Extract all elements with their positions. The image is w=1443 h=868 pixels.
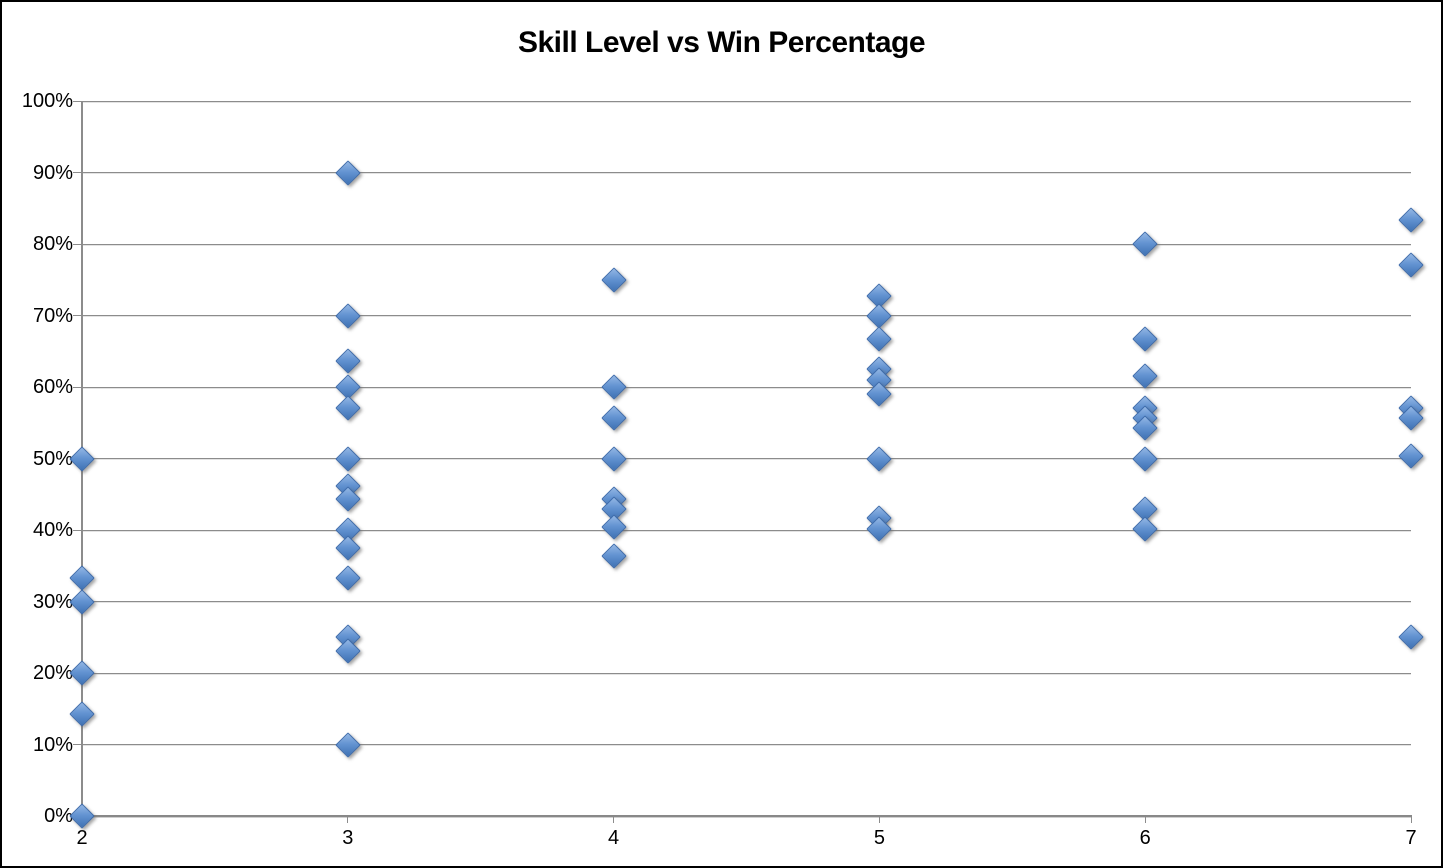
diamond-marker bbox=[1398, 252, 1424, 279]
x-axis-tick bbox=[613, 817, 615, 823]
chart-title: Skill Level vs Win Percentage bbox=[517, 26, 926, 59]
diamond-marker bbox=[600, 514, 627, 540]
diamond-marker bbox=[335, 445, 361, 472]
gridline bbox=[82, 100, 1411, 102]
diamond-marker bbox=[866, 302, 893, 329]
diamond-marker bbox=[69, 445, 95, 472]
diamond-marker bbox=[1132, 363, 1158, 389]
y-axis-tick bbox=[73, 529, 82, 531]
diamond-marker bbox=[69, 701, 95, 727]
x-tick-label: 2 bbox=[76, 827, 88, 849]
diamond-marker bbox=[335, 535, 361, 561]
gridline bbox=[82, 386, 1411, 388]
x-tick-label: 7 bbox=[1405, 827, 1417, 849]
y-tick-label: 70% bbox=[32, 304, 73, 327]
y-axis-tick bbox=[73, 386, 82, 388]
diamond-marker bbox=[335, 395, 361, 421]
y-tick-label: 90% bbox=[32, 161, 73, 184]
x-axis-line bbox=[81, 815, 1412, 817]
diamond-marker bbox=[69, 660, 95, 686]
y-tick-label: 30% bbox=[32, 590, 73, 613]
diamond-marker bbox=[1398, 207, 1424, 234]
x-axis-tick bbox=[1144, 817, 1146, 823]
x-tick-label: 4 bbox=[608, 827, 620, 849]
gridline bbox=[82, 315, 1411, 316]
diamond-marker bbox=[1132, 515, 1158, 542]
gridline bbox=[82, 172, 1411, 173]
diamond-marker bbox=[866, 326, 893, 352]
x-axis-tick bbox=[347, 817, 349, 823]
diamond-marker bbox=[600, 445, 627, 472]
diamond-marker bbox=[335, 638, 361, 664]
diamond-marker bbox=[69, 565, 95, 591]
gridline bbox=[82, 243, 1411, 245]
y-axis-tick bbox=[73, 100, 82, 102]
y-axis-tick bbox=[73, 243, 82, 245]
diamond-marker bbox=[600, 374, 627, 400]
y-axis-tick bbox=[73, 744, 82, 745]
y-tick-label: 50% bbox=[32, 447, 73, 470]
y-tick-label: 80% bbox=[32, 233, 73, 255]
diamond-marker bbox=[1398, 443, 1424, 470]
y-tick-label: 0% bbox=[44, 805, 73, 827]
gridline bbox=[82, 601, 1411, 602]
diamond-marker bbox=[1398, 624, 1424, 650]
y-tick-label: 10% bbox=[32, 733, 73, 756]
y-axis-tick bbox=[73, 172, 82, 173]
diamond-marker bbox=[69, 803, 95, 829]
diamond-marker bbox=[1132, 326, 1158, 352]
gridline bbox=[82, 744, 1411, 745]
gridline bbox=[82, 529, 1411, 531]
y-tick-label: 40% bbox=[32, 519, 73, 541]
x-tick-label: 5 bbox=[873, 827, 885, 849]
diamond-marker bbox=[866, 381, 893, 407]
y-tick-label: 100% bbox=[21, 90, 73, 112]
diamond-marker bbox=[866, 445, 893, 472]
diamond-marker bbox=[335, 159, 361, 186]
x-axis-tick bbox=[1410, 817, 1412, 823]
diamond-marker bbox=[335, 731, 361, 758]
gridline bbox=[82, 458, 1411, 459]
diamond-marker bbox=[1132, 445, 1158, 472]
y-tick-label: 60% bbox=[32, 376, 73, 398]
diamond-marker bbox=[335, 565, 361, 591]
diamond-marker bbox=[600, 543, 627, 569]
y-axis-tick bbox=[73, 315, 82, 316]
diamond-marker bbox=[600, 267, 627, 293]
diamond-marker bbox=[1132, 231, 1158, 257]
gridline bbox=[82, 672, 1411, 674]
x-axis-tick bbox=[878, 817, 880, 823]
diamond-marker bbox=[600, 405, 627, 432]
x-tick-label: 3 bbox=[342, 827, 354, 849]
diamond-marker bbox=[69, 588, 95, 615]
x-tick-label: 6 bbox=[1139, 827, 1151, 849]
diamond-marker bbox=[335, 348, 361, 374]
y-tick-label: 20% bbox=[32, 662, 73, 684]
diamond-marker bbox=[335, 302, 361, 329]
